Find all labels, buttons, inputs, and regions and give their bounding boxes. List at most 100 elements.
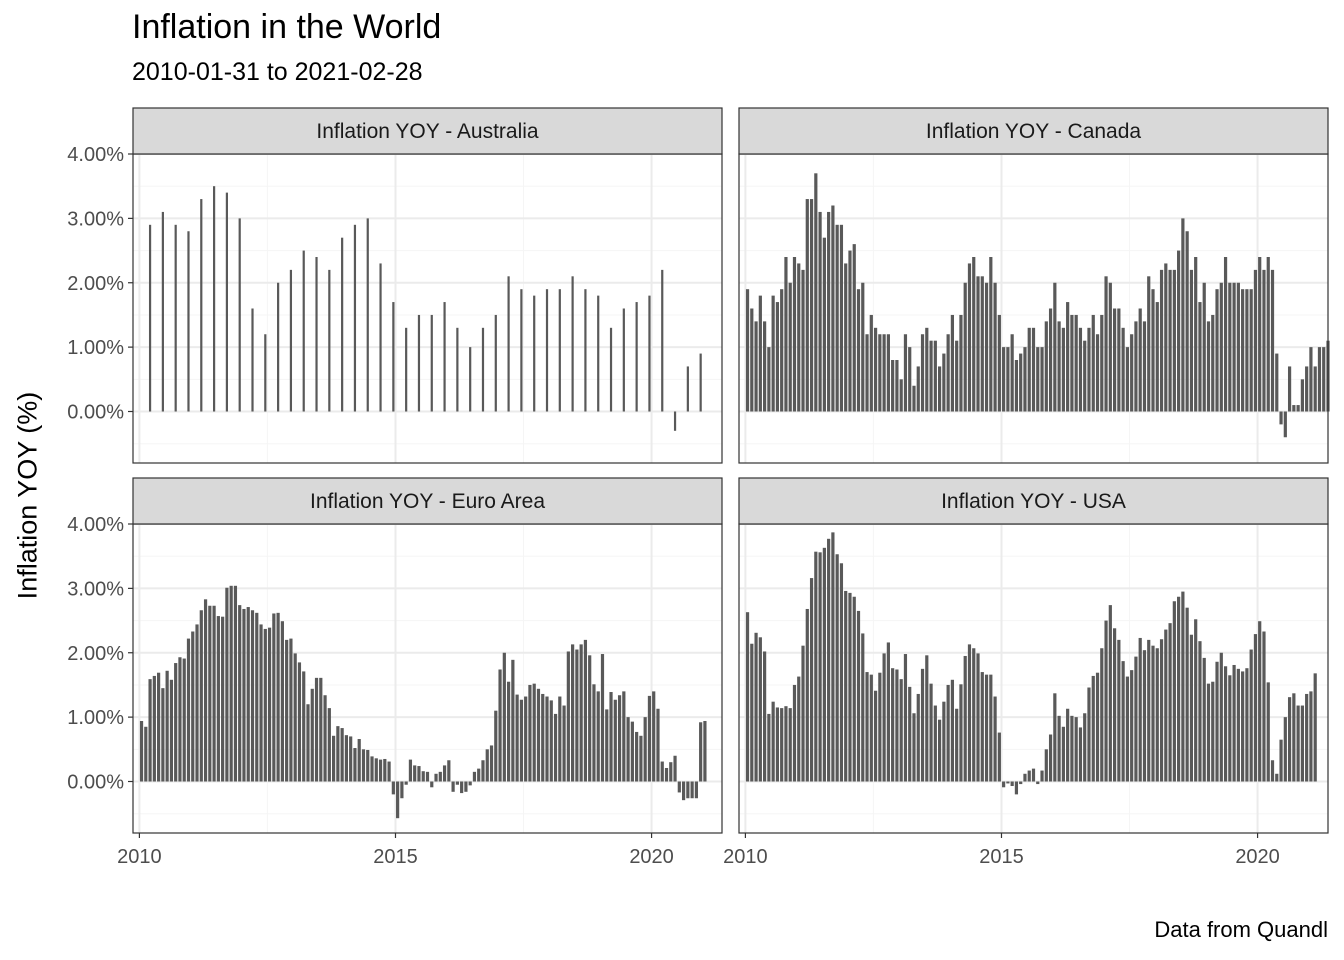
bar: [882, 653, 886, 782]
bar: [677, 781, 681, 793]
bar: [1249, 649, 1253, 782]
bar: [263, 628, 267, 782]
bar: [1258, 257, 1262, 412]
bar: [404, 781, 408, 785]
bar: [622, 691, 626, 782]
bar: [792, 684, 797, 782]
bar: [161, 688, 165, 782]
bar: [571, 276, 574, 412]
bar: [341, 237, 344, 412]
bar: [323, 695, 327, 782]
y-tick-label: 4.00%: [67, 144, 124, 166]
bar: [1287, 697, 1292, 782]
bar: [553, 713, 558, 782]
bar: [1125, 347, 1129, 412]
bar: [809, 578, 814, 782]
bar: [1232, 664, 1236, 782]
bar: [1223, 666, 1228, 782]
panel-border: [132, 153, 723, 464]
bar: [1057, 321, 1061, 412]
bar: [852, 596, 856, 782]
bar: [1023, 347, 1027, 412]
bar: [617, 695, 622, 782]
y-tick-label: 0.00%: [67, 402, 124, 424]
bar: [225, 192, 228, 412]
bar: [1151, 289, 1155, 412]
bar: [1296, 705, 1300, 782]
bar: [844, 590, 848, 782]
bar: [1266, 682, 1270, 782]
bar: [895, 360, 899, 412]
bar: [758, 295, 762, 412]
bar: [903, 334, 908, 412]
bar: [425, 771, 430, 782]
bar: [1185, 607, 1189, 782]
bar: [182, 658, 186, 782]
bar: [848, 250, 852, 412]
bar: [946, 334, 950, 412]
bar: [1108, 605, 1112, 782]
bar: [1125, 676, 1129, 782]
bar: [1121, 661, 1125, 782]
bar: [174, 663, 178, 782]
bar: [438, 771, 442, 782]
bar: [1104, 620, 1108, 782]
bar: [814, 173, 818, 412]
bar: [797, 676, 801, 782]
bar: [1177, 596, 1181, 782]
bar: [1048, 734, 1053, 782]
bar: [622, 308, 625, 412]
bar: [673, 755, 677, 782]
bar: [955, 708, 959, 782]
bar: [507, 276, 510, 412]
bar: [545, 289, 549, 412]
bar: [1095, 672, 1100, 782]
bar: [626, 717, 630, 782]
bar: [374, 758, 378, 782]
bar: [541, 693, 545, 782]
bar: [264, 334, 267, 412]
bar: [1189, 634, 1194, 782]
bar: [938, 719, 942, 782]
bar: [647, 695, 652, 782]
bar: [186, 638, 191, 782]
bar: [959, 684, 963, 782]
bar: [246, 607, 250, 782]
bar: [980, 276, 984, 412]
bar: [379, 263, 382, 412]
bar: [302, 671, 306, 782]
bar: [328, 269, 331, 412]
bar: [1044, 749, 1048, 782]
bar: [456, 327, 459, 412]
bar: [430, 781, 434, 788]
bar: [878, 672, 882, 782]
bar: [1241, 671, 1245, 782]
bar: [946, 684, 950, 782]
bar: [780, 289, 784, 412]
bar: [775, 707, 780, 782]
bar: [238, 218, 241, 412]
bar: [664, 767, 669, 782]
bar: [984, 282, 989, 412]
bar: [597, 295, 600, 412]
bar: [1322, 347, 1326, 412]
bar: [536, 688, 541, 782]
bar: [686, 366, 689, 412]
bar: [366, 749, 370, 782]
bar: [754, 321, 758, 412]
bar: [600, 654, 605, 782]
bar: [1249, 289, 1253, 412]
bar: [225, 587, 229, 782]
bar: [1219, 282, 1223, 412]
bar: [1040, 770, 1044, 782]
bar: [1078, 327, 1083, 412]
bar: [784, 706, 788, 782]
bar: [1083, 713, 1087, 782]
x-tick-label: 2020: [1235, 846, 1280, 868]
bar: [1185, 231, 1189, 412]
bar: [1074, 717, 1078, 782]
bar: [1262, 269, 1266, 412]
bar: [920, 668, 925, 782]
bar: [383, 758, 387, 782]
